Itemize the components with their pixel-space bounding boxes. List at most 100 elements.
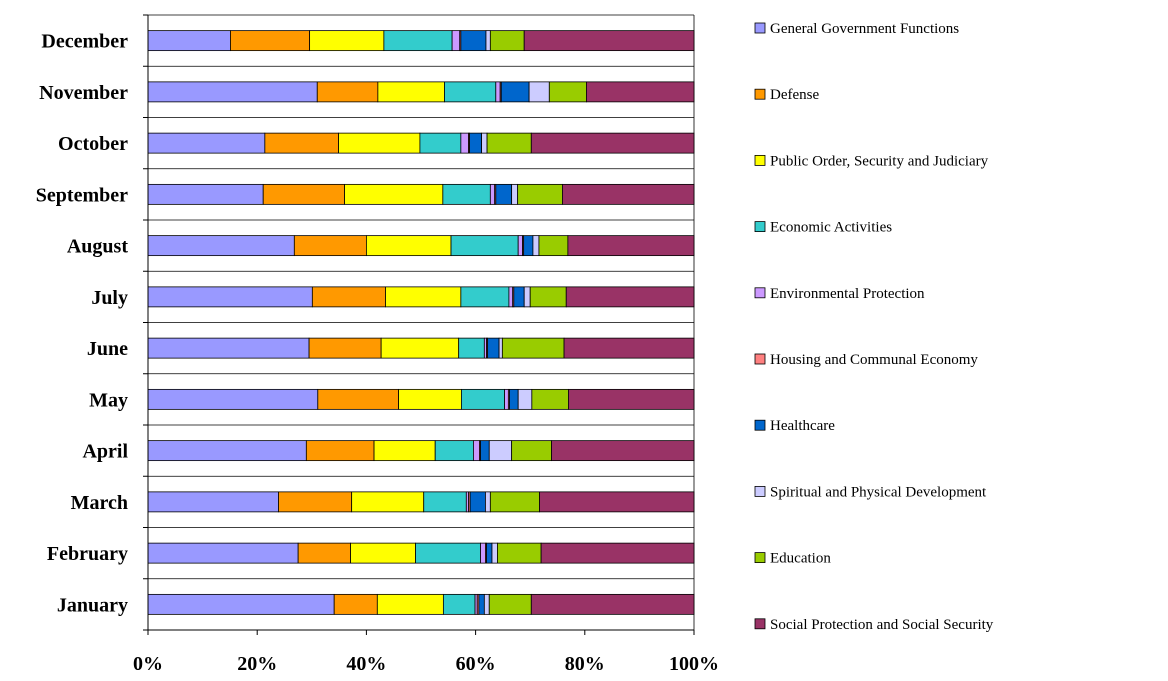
bar-segment <box>528 81 550 103</box>
bar-segment <box>377 81 445 103</box>
category-label: July <box>91 287 128 309</box>
bar-segment <box>497 542 542 564</box>
bar-segment <box>478 593 485 615</box>
x-tick-label: 100% <box>669 653 719 675</box>
legend-label: Environmental Protection <box>770 286 925 302</box>
bar-segment <box>532 235 540 257</box>
x-tick-label: 40% <box>346 653 386 675</box>
bar-segment <box>538 235 569 257</box>
bar-segment <box>365 235 452 257</box>
bar-segment <box>460 132 469 154</box>
bar-segment <box>483 593 490 615</box>
category-label: November <box>39 82 128 104</box>
bar-segment <box>469 491 486 513</box>
bar-segment <box>458 337 485 359</box>
x-tick-labels: 0% 20% 40% 60% 80% 100% <box>133 653 719 675</box>
bar-segment <box>517 183 563 205</box>
bar-segment <box>451 30 461 52</box>
legend-swatch <box>754 419 766 431</box>
legend-label: Public Order, Security and Judiciary <box>770 153 989 169</box>
bar-segment <box>338 132 421 154</box>
bar-segment <box>461 388 505 410</box>
bar-segment <box>551 440 695 462</box>
bar-segment <box>500 81 530 103</box>
bar-segment <box>486 542 493 564</box>
legend-label: Healthcare <box>770 418 835 434</box>
bar-segment <box>317 388 400 410</box>
bar-segment <box>495 81 501 103</box>
axes <box>143 14 695 635</box>
bar-segment <box>473 440 480 462</box>
category-label: April <box>82 441 128 463</box>
bar-segment <box>485 30 491 52</box>
bar-segment <box>147 81 318 103</box>
x-tick-label: 20% <box>237 653 277 675</box>
bar-segment <box>523 30 695 52</box>
bar-segment <box>450 235 519 257</box>
bar-segment <box>460 30 487 52</box>
legend-swatch <box>754 22 766 34</box>
bar-segment <box>568 388 695 410</box>
legend: General Government Functions Defense Publi… <box>754 21 994 633</box>
bar-segment <box>423 491 467 513</box>
legend-swatch <box>754 287 766 299</box>
bar-segment <box>480 440 490 462</box>
bar-segment <box>485 491 491 513</box>
bar-segment <box>398 388 462 410</box>
bar-segment <box>563 337 695 359</box>
bar-segment <box>498 337 503 359</box>
bar-segment <box>480 542 486 564</box>
bar-segment <box>147 337 310 359</box>
bar-segment <box>147 235 295 257</box>
bar-segment <box>351 491 425 513</box>
category-label: June <box>87 338 128 360</box>
bar-segment <box>523 286 531 308</box>
bar-segment <box>262 183 345 205</box>
bar-segment <box>508 286 514 308</box>
legend-label: General Government Functions <box>770 21 959 37</box>
bar-segment <box>147 491 279 513</box>
bar-segment <box>373 440 436 462</box>
category-labels: January February March April May June July Augu… <box>36 31 129 617</box>
legend-swatch <box>754 353 766 365</box>
legend-label: Defense <box>770 87 819 103</box>
bar-segment <box>278 491 353 513</box>
bar-segment <box>460 286 510 308</box>
bar-segment <box>308 337 382 359</box>
bar-segment <box>469 132 483 154</box>
bar-segment <box>147 593 335 615</box>
legend-swatch <box>754 154 766 166</box>
bar-segment <box>548 81 587 103</box>
legend-label: Social Protection and Social Security <box>770 617 994 633</box>
category-label: October <box>58 133 128 155</box>
bar-segment <box>504 388 509 410</box>
bar-segment <box>434 440 474 462</box>
category-label: January <box>57 594 128 616</box>
bar-segment <box>147 132 266 154</box>
bar-segment <box>350 542 416 564</box>
gridlines <box>148 14 695 631</box>
bar-segment <box>415 542 481 564</box>
bar-segment <box>293 235 367 257</box>
legend-label: Education <box>770 551 831 567</box>
bar-segment <box>488 593 532 615</box>
bar-segment <box>376 593 444 615</box>
legend-swatch <box>754 552 766 563</box>
bar-segment <box>531 388 569 410</box>
bar-segment <box>147 183 264 205</box>
bar-segment <box>344 183 444 205</box>
bar-segment <box>517 235 523 257</box>
legend-label: Spiritual and Physical Development <box>770 484 987 500</box>
bar-segment <box>147 388 319 410</box>
bar-segment <box>380 337 460 359</box>
category-label: August <box>67 236 128 258</box>
bar-segment <box>540 542 695 564</box>
bar-segment <box>567 235 695 257</box>
bar-segment <box>309 30 385 52</box>
x-tick-label: 60% <box>456 653 496 675</box>
bar-segment <box>385 286 462 308</box>
bar-segment <box>147 286 313 308</box>
bar-segment <box>333 593 378 615</box>
bar-segment <box>486 132 532 154</box>
bar-segment <box>530 132 695 154</box>
